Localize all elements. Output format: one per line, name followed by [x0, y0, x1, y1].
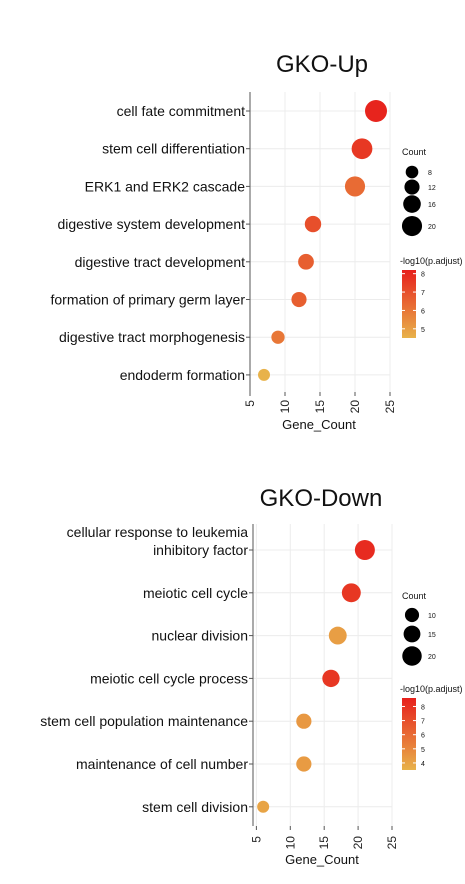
y-tick-label: stem cell differentiation	[102, 141, 245, 157]
y-tick-label: cell fate commitment	[117, 103, 245, 119]
data-point	[322, 669, 340, 688]
data-point	[291, 291, 307, 308]
y-tick-label: endoderm formation	[120, 367, 245, 383]
y-tick-label: digestive system development	[57, 216, 245, 232]
x-axis-title: Gene_Count	[285, 852, 359, 867]
x-tick-label: 5	[243, 400, 257, 407]
data-point	[257, 800, 270, 813]
grid	[249, 92, 391, 392]
size-legend-dot	[403, 625, 421, 643]
color-legend: -log10(p.adjust) 4 5 6 7 8	[400, 684, 463, 770]
color-legend-label: 6	[421, 733, 425, 740]
color-bar	[402, 270, 416, 338]
color-legend-label: 6	[421, 308, 425, 315]
data-point	[351, 138, 373, 160]
size-legend-dot	[403, 195, 421, 213]
size-legend: Count 10 15 20	[402, 591, 436, 666]
size-legend-label: 16	[428, 202, 436, 209]
x-tick-label: 25	[385, 836, 399, 850]
color-legend-label: 4	[421, 761, 425, 768]
y-tick-label: maintenance of cell number	[76, 756, 248, 772]
x-tick-label: 10	[283, 836, 297, 850]
y-tick-label: cellular response to leukemia	[67, 524, 249, 540]
size-legend-label: 20	[428, 224, 436, 231]
x-tick-label: 10	[278, 400, 292, 414]
color-legend-label: 8	[421, 272, 425, 279]
size-legend-dot	[402, 646, 422, 666]
y-tick-label: stem cell population maintenance	[40, 713, 248, 729]
color-legend-label: 7	[421, 719, 425, 726]
size-legend-label: 12	[428, 185, 436, 192]
data-point	[298, 253, 314, 270]
size-legend-title: Count	[402, 147, 427, 157]
color-legend: -log10(p.adjust) 5 6 7 8	[400, 256, 463, 338]
chart-gko-up: GKO-Up cell fate commitment stem cell dif…	[50, 51, 462, 432]
y-tick-label: meiotic cell cycle process	[90, 670, 248, 686]
data-point	[296, 713, 312, 729]
color-legend-label: 8	[421, 704, 425, 711]
y-ticks: cell fate commitment stem cell differenti…	[50, 103, 250, 383]
y-tick-label: digestive tract development	[75, 254, 246, 270]
data-point	[296, 756, 312, 772]
x-ticks: 5 10 15 20 25	[249, 826, 399, 849]
grid	[253, 524, 393, 826]
y-tick-label: inhibitory factor	[153, 542, 248, 558]
data-point	[354, 540, 375, 560]
data-point	[341, 583, 361, 603]
x-tick-label: 20	[351, 836, 365, 850]
size-legend-dot	[405, 165, 419, 179]
chart-title: GKO-Up	[276, 51, 368, 78]
data-point	[258, 368, 270, 381]
color-legend-label: 7	[421, 290, 425, 297]
x-axis-title: Gene_Count	[282, 417, 356, 432]
points	[258, 100, 387, 381]
color-legend-label: 5	[421, 327, 425, 334]
size-legend-dot	[401, 215, 423, 237]
data-point	[328, 626, 347, 645]
x-ticks: 5 10 15 20 25	[243, 392, 397, 413]
y-tick-label: digestive tract morphogenesis	[59, 329, 245, 345]
size-legend-label: 20	[428, 654, 436, 661]
data-point	[271, 330, 285, 344]
x-tick-label: 20	[348, 400, 362, 414]
size-legend-title: Count	[402, 591, 427, 601]
size-legend-label: 8	[428, 170, 432, 177]
y-tick-label: meiotic cell cycle	[143, 585, 248, 601]
chart-gko-down: GKO-Down cellular response to leukemia in…	[40, 485, 462, 867]
chart-title: GKO-Down	[260, 485, 383, 512]
y-tick-label: formation of primary germ layer	[50, 292, 245, 308]
size-legend-dot	[404, 179, 420, 195]
y-tick-label: stem cell division	[142, 799, 248, 815]
color-legend-title: -log10(p.adjust)	[400, 256, 463, 266]
size-legend: Count 8 12 16 20	[401, 147, 436, 237]
color-bar	[402, 698, 416, 770]
data-point	[344, 176, 366, 197]
x-tick-label: 5	[249, 836, 263, 843]
y-tick-label: nuclear division	[152, 628, 249, 644]
x-tick-label: 25	[383, 400, 397, 414]
data-point	[304, 215, 322, 233]
y-ticks: cellular response to leukemia inhibitory …	[40, 524, 253, 815]
x-tick-label: 15	[317, 836, 331, 850]
x-tick-label: 15	[313, 400, 327, 414]
data-point	[365, 100, 387, 122]
color-legend-title: -log10(p.adjust)	[400, 684, 463, 694]
y-tick-label: ERK1 and ERK2 cascade	[85, 178, 246, 194]
size-legend-label: 10	[428, 613, 436, 620]
points	[257, 540, 375, 813]
color-legend-label: 5	[421, 747, 425, 754]
size-legend-dot	[404, 607, 420, 623]
size-legend-label: 15	[428, 632, 436, 639]
